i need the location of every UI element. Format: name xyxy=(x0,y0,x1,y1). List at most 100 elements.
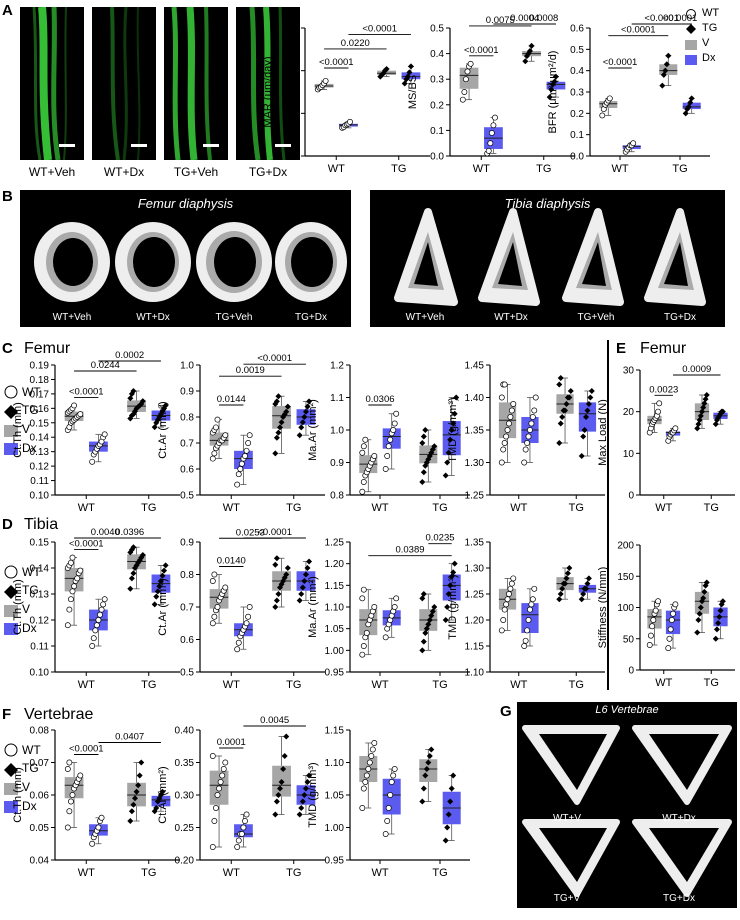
data-point xyxy=(209,753,216,759)
y-axis-label: Ma.Ar (mm²) xyxy=(307,399,319,461)
data-point xyxy=(162,402,169,409)
y-tick-label: 0.6 xyxy=(180,465,194,476)
data-point xyxy=(444,459,451,466)
data-point xyxy=(222,584,229,591)
data-point xyxy=(419,440,426,446)
data-point xyxy=(527,48,533,55)
data-point xyxy=(719,598,726,605)
data-point xyxy=(566,565,573,571)
data-point xyxy=(696,610,703,617)
x-tick-label: WT xyxy=(223,679,240,691)
y-tick-label: 0.8 xyxy=(330,491,344,502)
y-tick-label: 1.15 xyxy=(325,581,345,592)
legend-a-tg: TG xyxy=(702,22,718,34)
data-point xyxy=(130,801,137,808)
data-point xyxy=(532,394,539,401)
data-point xyxy=(500,446,507,453)
y-tick-label: 0.8 xyxy=(180,570,194,581)
data-point xyxy=(504,596,511,603)
femur-diaphysis-panel: Femur diaphysis WT+Veh WT+Dx TG+Veh TG+D… xyxy=(20,190,351,327)
data-point xyxy=(531,407,538,414)
p-value-label: <0.0001 xyxy=(257,527,292,538)
y-tick-label: 1.2 xyxy=(330,361,344,372)
p-value-label: <0.0001 xyxy=(69,744,104,755)
y-tick-label: 0.4 xyxy=(430,49,444,60)
data-point xyxy=(393,595,400,602)
data-point xyxy=(301,792,308,798)
x-tick-label: WT xyxy=(473,163,490,175)
data-point xyxy=(153,419,160,426)
y-tick-label: 0.6 xyxy=(570,24,584,35)
data-point xyxy=(211,613,218,620)
data-point xyxy=(360,643,367,649)
data-point xyxy=(459,96,466,103)
data-point xyxy=(128,808,135,815)
tibia-section-2 xyxy=(478,208,540,306)
data-point xyxy=(522,446,529,453)
y-tick-label: 0.11 xyxy=(30,476,49,487)
x-tick-label: WT xyxy=(371,502,388,514)
x-tick-label: TG xyxy=(141,502,156,514)
data-point xyxy=(159,788,166,795)
y-tick-label: 10 xyxy=(623,449,635,460)
y-tick-label: 0.9 xyxy=(180,387,194,398)
data-point xyxy=(306,398,313,405)
data-point xyxy=(422,427,429,433)
data-point xyxy=(296,811,303,818)
data-point xyxy=(138,554,145,561)
data-point xyxy=(694,629,701,636)
y-tick-label: 0.4 xyxy=(570,66,584,77)
x-tick-label: WT xyxy=(328,163,345,175)
data-point xyxy=(527,606,533,613)
data-point xyxy=(242,818,248,824)
data-point xyxy=(130,388,137,394)
y-axis-label: TMD (g/mm³) xyxy=(447,574,459,639)
x-tick-label: WT xyxy=(655,502,672,514)
data-point xyxy=(359,488,366,495)
data-point xyxy=(562,580,569,587)
data-point xyxy=(428,746,435,753)
data-point xyxy=(716,613,723,620)
box xyxy=(401,72,421,80)
data-point xyxy=(464,68,471,75)
p-value-label: <0.0001 xyxy=(319,57,354,68)
data-point xyxy=(585,401,592,407)
x-tick-label: WT xyxy=(78,502,95,514)
y-tick-label: 0.12 xyxy=(30,616,50,627)
vertebrae-title: L6 Vertebrae xyxy=(595,704,659,716)
p-value-label: 0.0004 xyxy=(510,13,539,24)
data-point xyxy=(717,607,724,614)
data-point xyxy=(238,460,245,467)
caption-wt-dx: WT+Dx xyxy=(103,165,145,179)
p-value-label: 0.0075 xyxy=(486,15,515,26)
data-point xyxy=(136,772,143,779)
data-point xyxy=(69,554,76,561)
data-point xyxy=(212,424,219,431)
data-point xyxy=(563,401,570,407)
data-point xyxy=(688,95,695,102)
data-point xyxy=(528,420,535,427)
data-point xyxy=(281,411,288,418)
vertebra-4 xyxy=(632,819,732,897)
data-point xyxy=(69,588,76,595)
vertebra-2 xyxy=(632,725,732,805)
data-point xyxy=(527,427,533,433)
y-tick-label: 0.11 xyxy=(30,642,49,653)
data-point xyxy=(584,407,591,414)
data-point xyxy=(447,798,454,805)
data-point xyxy=(559,414,566,420)
chart-C_CtAr: 0.5 0.6 0.7 0.8 0.9 1.0 Ct.Ar (mm²) WT TG 0.0144 0… xyxy=(157,353,325,514)
data-point xyxy=(556,381,563,388)
data-point xyxy=(564,570,571,577)
micrograph-tg-veh xyxy=(164,7,228,160)
data-point xyxy=(467,60,474,67)
femur-section-2 xyxy=(115,222,191,302)
data-point xyxy=(74,575,81,582)
data-point xyxy=(220,766,227,772)
micrograph-wt-dx xyxy=(92,7,156,160)
data-point xyxy=(521,459,528,466)
data-point xyxy=(359,805,366,811)
y-tick-label: 0.95 xyxy=(325,856,345,867)
data-point xyxy=(298,805,305,811)
data-point xyxy=(420,785,427,792)
